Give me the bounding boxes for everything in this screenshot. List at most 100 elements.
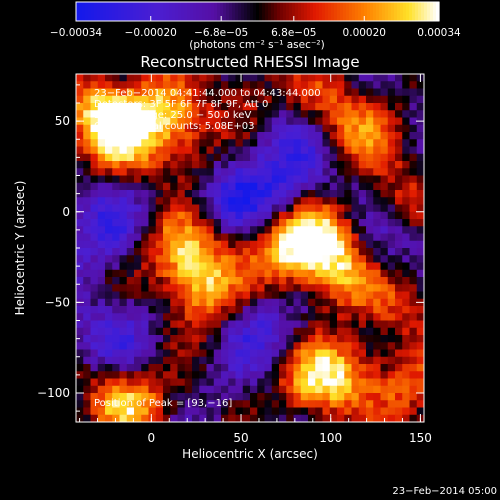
image-pixel	[416, 132, 425, 140]
image-pixel	[395, 182, 403, 191]
colorbar-tick-label: −6.8e−05	[194, 27, 248, 39]
image-pixel	[322, 219, 331, 227]
image-pixel	[308, 103, 316, 111]
image-pixel	[308, 284, 316, 292]
image-pixel	[170, 95, 178, 104]
image-pixel	[163, 146, 171, 155]
image-pixel	[155, 378, 164, 387]
image-pixel	[221, 175, 229, 184]
image-pixel	[206, 277, 215, 285]
image-pixel	[351, 110, 360, 118]
colorbar-strip	[346, 2, 350, 21]
image-pixel	[286, 298, 294, 307]
image-pixel	[344, 407, 352, 416]
image-pixel	[97, 168, 106, 176]
image-pixel	[373, 371, 381, 379]
image-pixel	[293, 414, 302, 423]
image-pixel	[242, 168, 251, 176]
image-pixel	[344, 378, 352, 387]
image-pixel	[315, 269, 323, 278]
image-pixel	[279, 407, 287, 416]
image-pixel	[90, 124, 99, 133]
image-pixel	[126, 349, 135, 358]
image-pixel	[235, 88, 244, 97]
colorbar-strip	[433, 2, 437, 21]
image-pixel	[112, 298, 120, 307]
image-pixel	[141, 146, 149, 155]
image-pixel	[358, 277, 367, 285]
image-pixel	[279, 146, 287, 155]
image-pixel	[250, 385, 258, 394]
colorbar-strip	[331, 2, 335, 21]
image-pixel	[279, 342, 287, 350]
image-pixel	[315, 153, 323, 162]
image-pixel	[329, 342, 338, 350]
info-line-time: 23−Feb−2014 04:41:44.000 to 04:43:44.000	[94, 88, 321, 99]
image-pixel	[163, 168, 171, 176]
image-pixel	[76, 197, 84, 205]
image-pixel	[105, 313, 113, 321]
image-pixel	[293, 393, 302, 401]
image-pixel	[228, 81, 236, 89]
image-pixel	[250, 117, 258, 126]
image-pixel	[337, 248, 345, 256]
image-pixel	[351, 139, 360, 147]
image-pixel	[235, 190, 244, 198]
image-pixel	[206, 306, 215, 314]
image-pixel	[271, 385, 280, 394]
image-pixel	[206, 269, 215, 278]
image-pixel	[213, 400, 222, 408]
image-pixel	[387, 342, 396, 350]
colorbar-strip	[412, 2, 416, 21]
image-pixel	[264, 168, 273, 176]
image-pixel	[177, 146, 186, 155]
image-pixel	[126, 103, 135, 111]
image-pixel	[380, 400, 389, 408]
image-pixel	[141, 74, 149, 82]
image-pixel	[250, 313, 258, 321]
image-pixel	[286, 335, 294, 343]
image-pixel	[105, 204, 113, 213]
image-pixel	[119, 190, 128, 198]
image-pixel	[119, 74, 128, 82]
image-pixel	[83, 385, 91, 394]
image-pixel	[184, 255, 193, 263]
image-pixel	[308, 364, 316, 372]
image-pixel	[358, 110, 367, 118]
image-pixel	[134, 88, 142, 97]
image-pixel	[300, 161, 309, 169]
image-pixel	[177, 298, 186, 307]
image-pixel	[112, 132, 120, 140]
image-pixel	[112, 385, 120, 394]
image-pixel	[163, 182, 171, 191]
image-pixel	[351, 117, 360, 126]
image-pixel	[387, 356, 396, 365]
image-pixel	[76, 240, 84, 249]
image-pixel	[134, 248, 142, 256]
image-pixel	[387, 393, 396, 401]
image-pixel	[235, 81, 244, 89]
image-pixel	[322, 364, 331, 372]
image-pixel	[344, 240, 352, 249]
image-pixel	[170, 124, 178, 133]
image-pixel	[148, 211, 157, 220]
image-pixel	[163, 153, 171, 162]
image-pixel	[126, 327, 135, 336]
image-pixel	[213, 313, 222, 321]
image-pixel	[163, 132, 171, 140]
colorbar-tick-label: 6.8e−05	[271, 27, 316, 39]
colorbar-strip	[199, 2, 203, 21]
image-pixel	[322, 298, 331, 307]
image-pixel	[293, 95, 302, 104]
image-pixel	[141, 414, 149, 423]
image-pixel	[351, 262, 360, 271]
image-pixel	[300, 407, 309, 416]
image-pixel	[358, 306, 367, 314]
image-pixel	[148, 248, 157, 256]
image-pixel	[351, 356, 360, 365]
image-pixel	[279, 291, 287, 300]
image-pixel	[112, 110, 120, 118]
image-pixel	[148, 197, 157, 205]
image-pixel	[126, 277, 135, 285]
image-pixel	[300, 74, 309, 82]
